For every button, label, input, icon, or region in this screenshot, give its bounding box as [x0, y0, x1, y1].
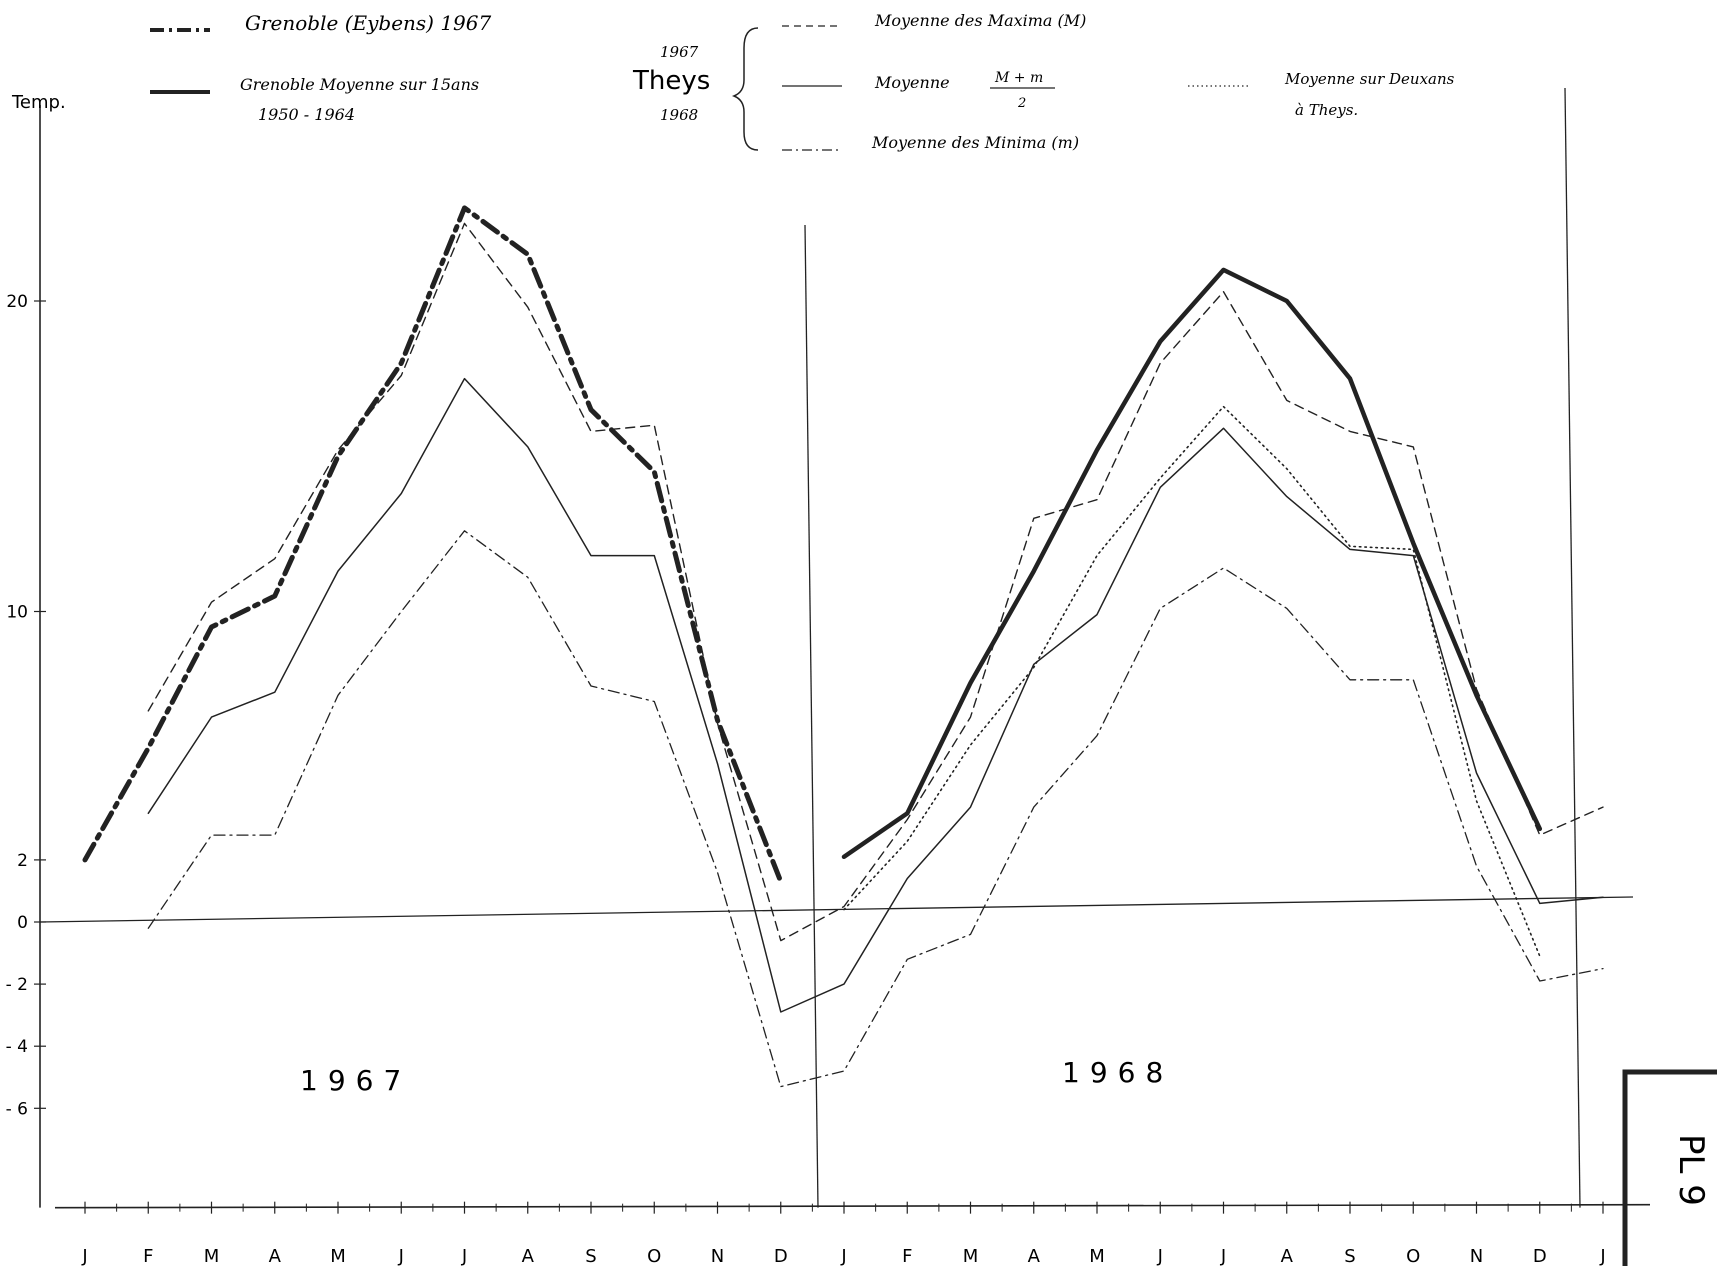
- legend-label-grenoble-avg: Grenoble Moyenne sur 15ans: [240, 75, 479, 94]
- x-tick-label: J: [840, 1246, 846, 1266]
- zero-line: [39, 896, 1634, 923]
- y-axis-label: Temp.: [11, 92, 66, 113]
- x-tick-label: J: [81, 1246, 87, 1266]
- series-line-3: [147, 377, 1604, 1013]
- legend-label-two-year: Moyenne sur Deuxans: [1284, 70, 1455, 88]
- legend-brace: [731, 27, 759, 151]
- plate-label: PL 9: [1671, 1134, 1711, 1206]
- y-tick-label: 2: [17, 851, 28, 871]
- x-tick-label: S: [585, 1246, 596, 1266]
- series-line-2: [147, 222, 1604, 942]
- y-tick-label: 0: [17, 913, 28, 933]
- x-axis-line: [54, 1203, 1651, 1209]
- theys-name: Theys: [632, 66, 710, 96]
- x-tick-label: J: [398, 1246, 404, 1266]
- series-line-4: [147, 530, 1604, 1088]
- legend-label-min: Moyenne des Minima (m): [871, 133, 1079, 152]
- x-tick-label: J: [1599, 1246, 1605, 1266]
- y-tick-label: 10: [6, 603, 28, 623]
- x-tick-label: M: [204, 1246, 220, 1266]
- legend-label-grenoble-1967: Grenoble (Eybens) 1967: [245, 11, 492, 35]
- x-tick-label: M: [330, 1246, 346, 1266]
- y-tick-label: - 2: [6, 975, 28, 995]
- x-tick-label: A: [269, 1246, 282, 1266]
- x-tick-label: A: [1028, 1246, 1041, 1266]
- legend-label-grenoble-avg-years: 1950 - 1964: [258, 105, 355, 124]
- x-tick-label: A: [1281, 1246, 1294, 1266]
- legend-mean-numerator: M + m: [994, 70, 1043, 86]
- series-line-1: [841, 267, 1543, 860]
- theys-year-1967: 1967: [660, 43, 699, 61]
- x-tick-label: D: [774, 1246, 788, 1266]
- y-tick-label: - 6: [6, 1099, 28, 1119]
- x-tick-label: N: [711, 1246, 724, 1266]
- x-tick-label: N: [1470, 1246, 1483, 1266]
- x-tick-label: J: [461, 1246, 467, 1266]
- y-tick-label: - 4: [6, 1037, 28, 1057]
- x-tick-label: O: [647, 1246, 661, 1266]
- right-frame-line: [1564, 87, 1581, 1208]
- legend-label-mean: Moyenne: [874, 73, 950, 92]
- plate-box: PL 9: [1622, 1069, 1717, 1266]
- legend-mean-denominator: 2: [1017, 96, 1026, 111]
- legend-label-max: Moyenne des Maxima (M): [874, 11, 1086, 30]
- y-tick-label: 20: [6, 292, 28, 312]
- axes: [39, 87, 1651, 1209]
- series-line-5: [843, 405, 1541, 958]
- x-tick-label: S: [1344, 1246, 1355, 1266]
- legend: Grenoble (Eybens) 1967 Grenoble Moyenne …: [150, 11, 1455, 152]
- x-tick-label: M: [963, 1246, 979, 1266]
- year-label-1968: 1968: [1062, 1056, 1173, 1089]
- x-tick-label: J: [1157, 1246, 1163, 1266]
- year-label-1967: 1967: [300, 1064, 411, 1097]
- theys-year-1968: 1968: [660, 106, 698, 124]
- series-lines: [82, 205, 1604, 1088]
- x-tick-label: J: [1220, 1246, 1226, 1266]
- x-tick-label: F: [143, 1246, 153, 1266]
- x-tick-label: F: [902, 1246, 912, 1266]
- x-tick-label: D: [1533, 1246, 1547, 1266]
- x-tick-label: M: [1089, 1246, 1105, 1266]
- series-line-0: [82, 205, 784, 885]
- x-tick-label: A: [522, 1246, 535, 1266]
- year-divider: [804, 224, 819, 1208]
- legend-label-two-year-place: à Theys.: [1295, 101, 1358, 119]
- x-tick-label: O: [1406, 1246, 1420, 1266]
